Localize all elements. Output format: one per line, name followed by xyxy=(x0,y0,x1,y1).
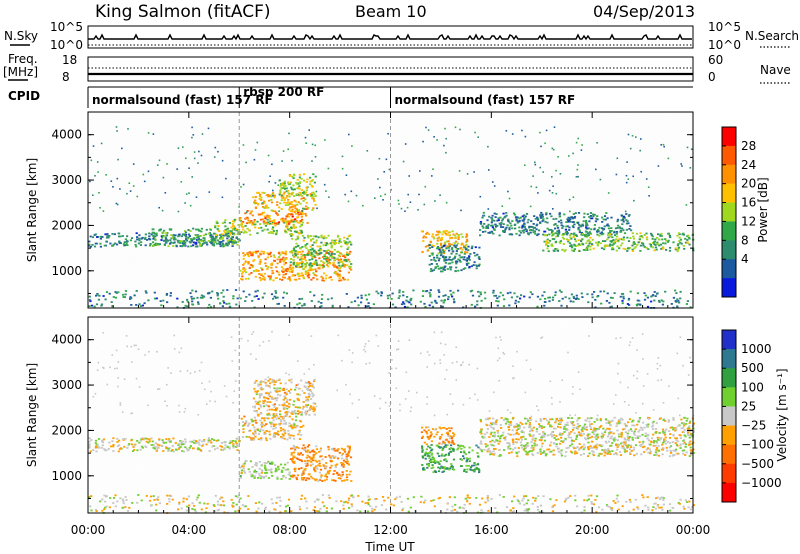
freq-strip xyxy=(87,56,694,82)
nsky-line xyxy=(88,33,692,41)
power-noise xyxy=(88,112,693,308)
y-tick-label: 1000 xyxy=(51,264,82,278)
nsky-tick-bottom: 10^0 xyxy=(50,38,83,52)
nsky-label: N.Sky xyxy=(4,29,38,43)
date-title: 04/Sep/2013 xyxy=(593,2,695,21)
power-ylabel: Slant Range [km] xyxy=(25,158,39,262)
station-title: King Salmon (fitACF) xyxy=(95,2,271,22)
y-tick-label: 3000 xyxy=(51,173,82,187)
nave-label: Nave xyxy=(760,63,791,77)
nsearch-tick-bottom: 10^0 xyxy=(708,38,741,52)
beam-title: Beam 10 xyxy=(355,2,427,21)
nave-tick-bottom: 0 xyxy=(708,70,716,84)
cpid-segment-label: normalsound (fast) 157 RF xyxy=(92,93,273,107)
nsearch-label: N.Search xyxy=(745,29,799,43)
freq-tick-bottom: 8 xyxy=(62,70,70,84)
y-tick-label: 2000 xyxy=(51,218,82,232)
freq-trace xyxy=(88,67,693,76)
y-tick-label: 4000 xyxy=(51,128,82,142)
cpid-label: CPID xyxy=(8,89,40,103)
freq-tick-top: 18 xyxy=(62,53,77,67)
freq-label: Freq. xyxy=(8,52,38,66)
nave-tick-top: 60 xyxy=(708,53,723,67)
velocity-cell xyxy=(692,452,695,454)
velocity-cell xyxy=(692,422,695,425)
power-y-axis: 1000 2000 3000 4000 xyxy=(51,128,693,294)
velocity-cell xyxy=(692,431,695,434)
cpid-segment-label: rbsp 200 RF xyxy=(243,85,324,99)
velocity-cell xyxy=(692,430,695,432)
nsky-strip xyxy=(87,25,694,49)
freq-unit: [MHz] xyxy=(3,65,38,79)
nsky-trace xyxy=(88,33,693,46)
nsearch-tick-top: 10^5 xyxy=(708,20,741,34)
nsky-tick-top: 10^5 xyxy=(50,20,83,34)
cpid-segment-label: normalsound (fast) 157 RF xyxy=(395,93,576,107)
